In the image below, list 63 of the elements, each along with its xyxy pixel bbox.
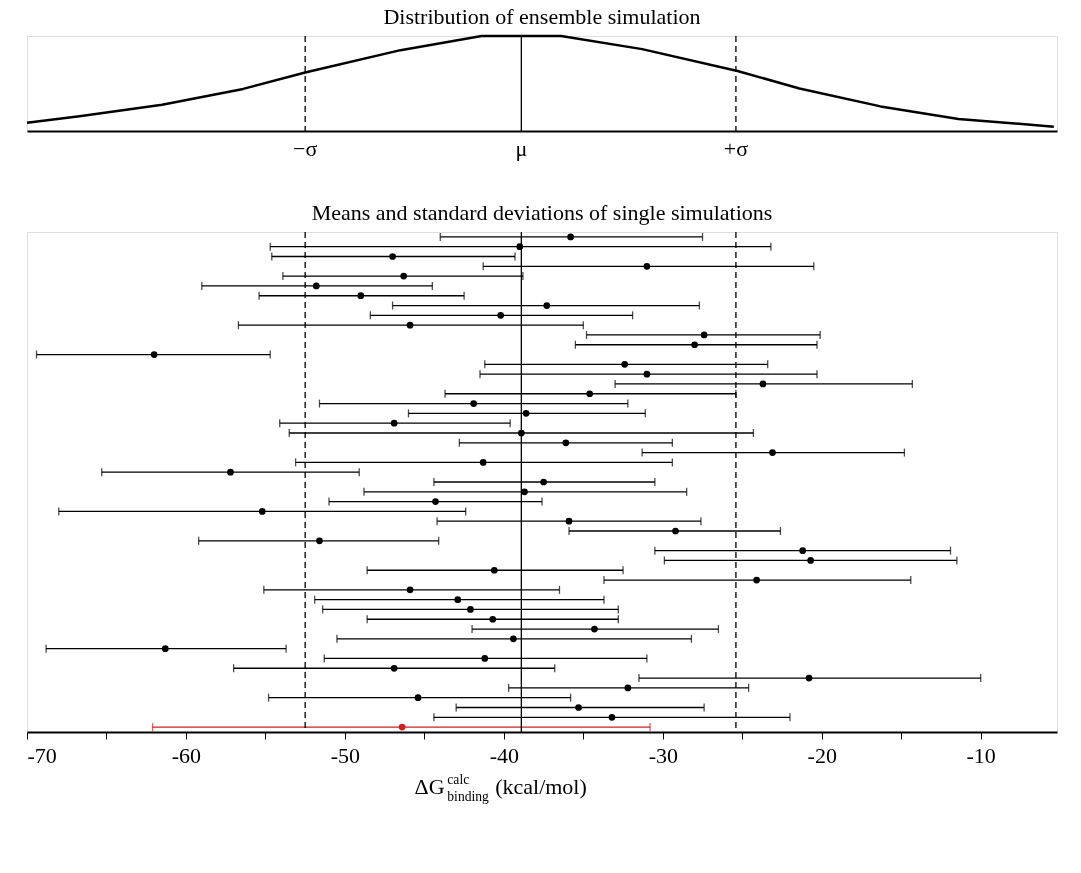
- x-tick-label: -60: [171, 742, 202, 768]
- point: [510, 635, 517, 643]
- point: [489, 615, 497, 623]
- point: [454, 596, 462, 603]
- point: [517, 429, 525, 437]
- point: [479, 459, 487, 466]
- point: [481, 655, 489, 662]
- point: [753, 576, 760, 584]
- point: [769, 449, 776, 456]
- point: [521, 488, 528, 496]
- ref-line-label: −σ: [293, 136, 318, 161]
- x-tick-label: -70: [27, 742, 57, 768]
- point: [624, 684, 632, 692]
- point: [586, 390, 594, 398]
- point: [470, 400, 478, 407]
- chart-title: Distribution of ensemble simulation: [383, 3, 701, 29]
- point: [575, 704, 582, 711]
- point: [799, 547, 807, 554]
- point: [672, 527, 679, 535]
- x-tick-label: -20: [807, 742, 837, 768]
- point: [643, 262, 651, 270]
- point: [400, 272, 408, 280]
- point: [608, 713, 616, 721]
- point: [150, 351, 158, 358]
- point: [390, 664, 398, 672]
- point: [643, 370, 651, 378]
- point: [490, 566, 498, 574]
- x-tick-label: -40: [489, 742, 520, 768]
- point: [805, 674, 813, 682]
- point: [467, 606, 474, 613]
- point: [562, 439, 570, 447]
- x-tick-label: -50: [330, 742, 361, 768]
- ref-line-label: μ: [515, 136, 528, 161]
- point: [227, 468, 234, 476]
- point: [497, 311, 505, 319]
- point: [432, 498, 439, 505]
- point: [406, 321, 414, 329]
- point: [316, 537, 323, 545]
- point: [406, 586, 414, 594]
- point: [621, 361, 629, 368]
- ref-line-label: +σ: [723, 136, 749, 161]
- point: [691, 341, 698, 349]
- point: [700, 331, 708, 339]
- point: [807, 557, 814, 564]
- chart-title: Means and standard deviations of single simulations: [311, 200, 773, 226]
- point: [759, 380, 767, 388]
- x-tick-label: -10: [966, 742, 996, 768]
- point: [567, 233, 574, 241]
- point: [312, 282, 320, 290]
- point: [516, 243, 524, 251]
- point: [543, 302, 551, 309]
- point: [540, 478, 547, 486]
- point: [357, 292, 365, 300]
- x-tick-label: -30: [648, 742, 678, 768]
- point: [522, 410, 530, 417]
- point: [565, 517, 573, 525]
- point: [390, 419, 398, 427]
- point: [414, 694, 422, 702]
- point: [389, 253, 396, 260]
- point: [398, 723, 406, 731]
- point: [258, 508, 266, 515]
- point: [591, 625, 598, 633]
- point: [161, 645, 169, 653]
